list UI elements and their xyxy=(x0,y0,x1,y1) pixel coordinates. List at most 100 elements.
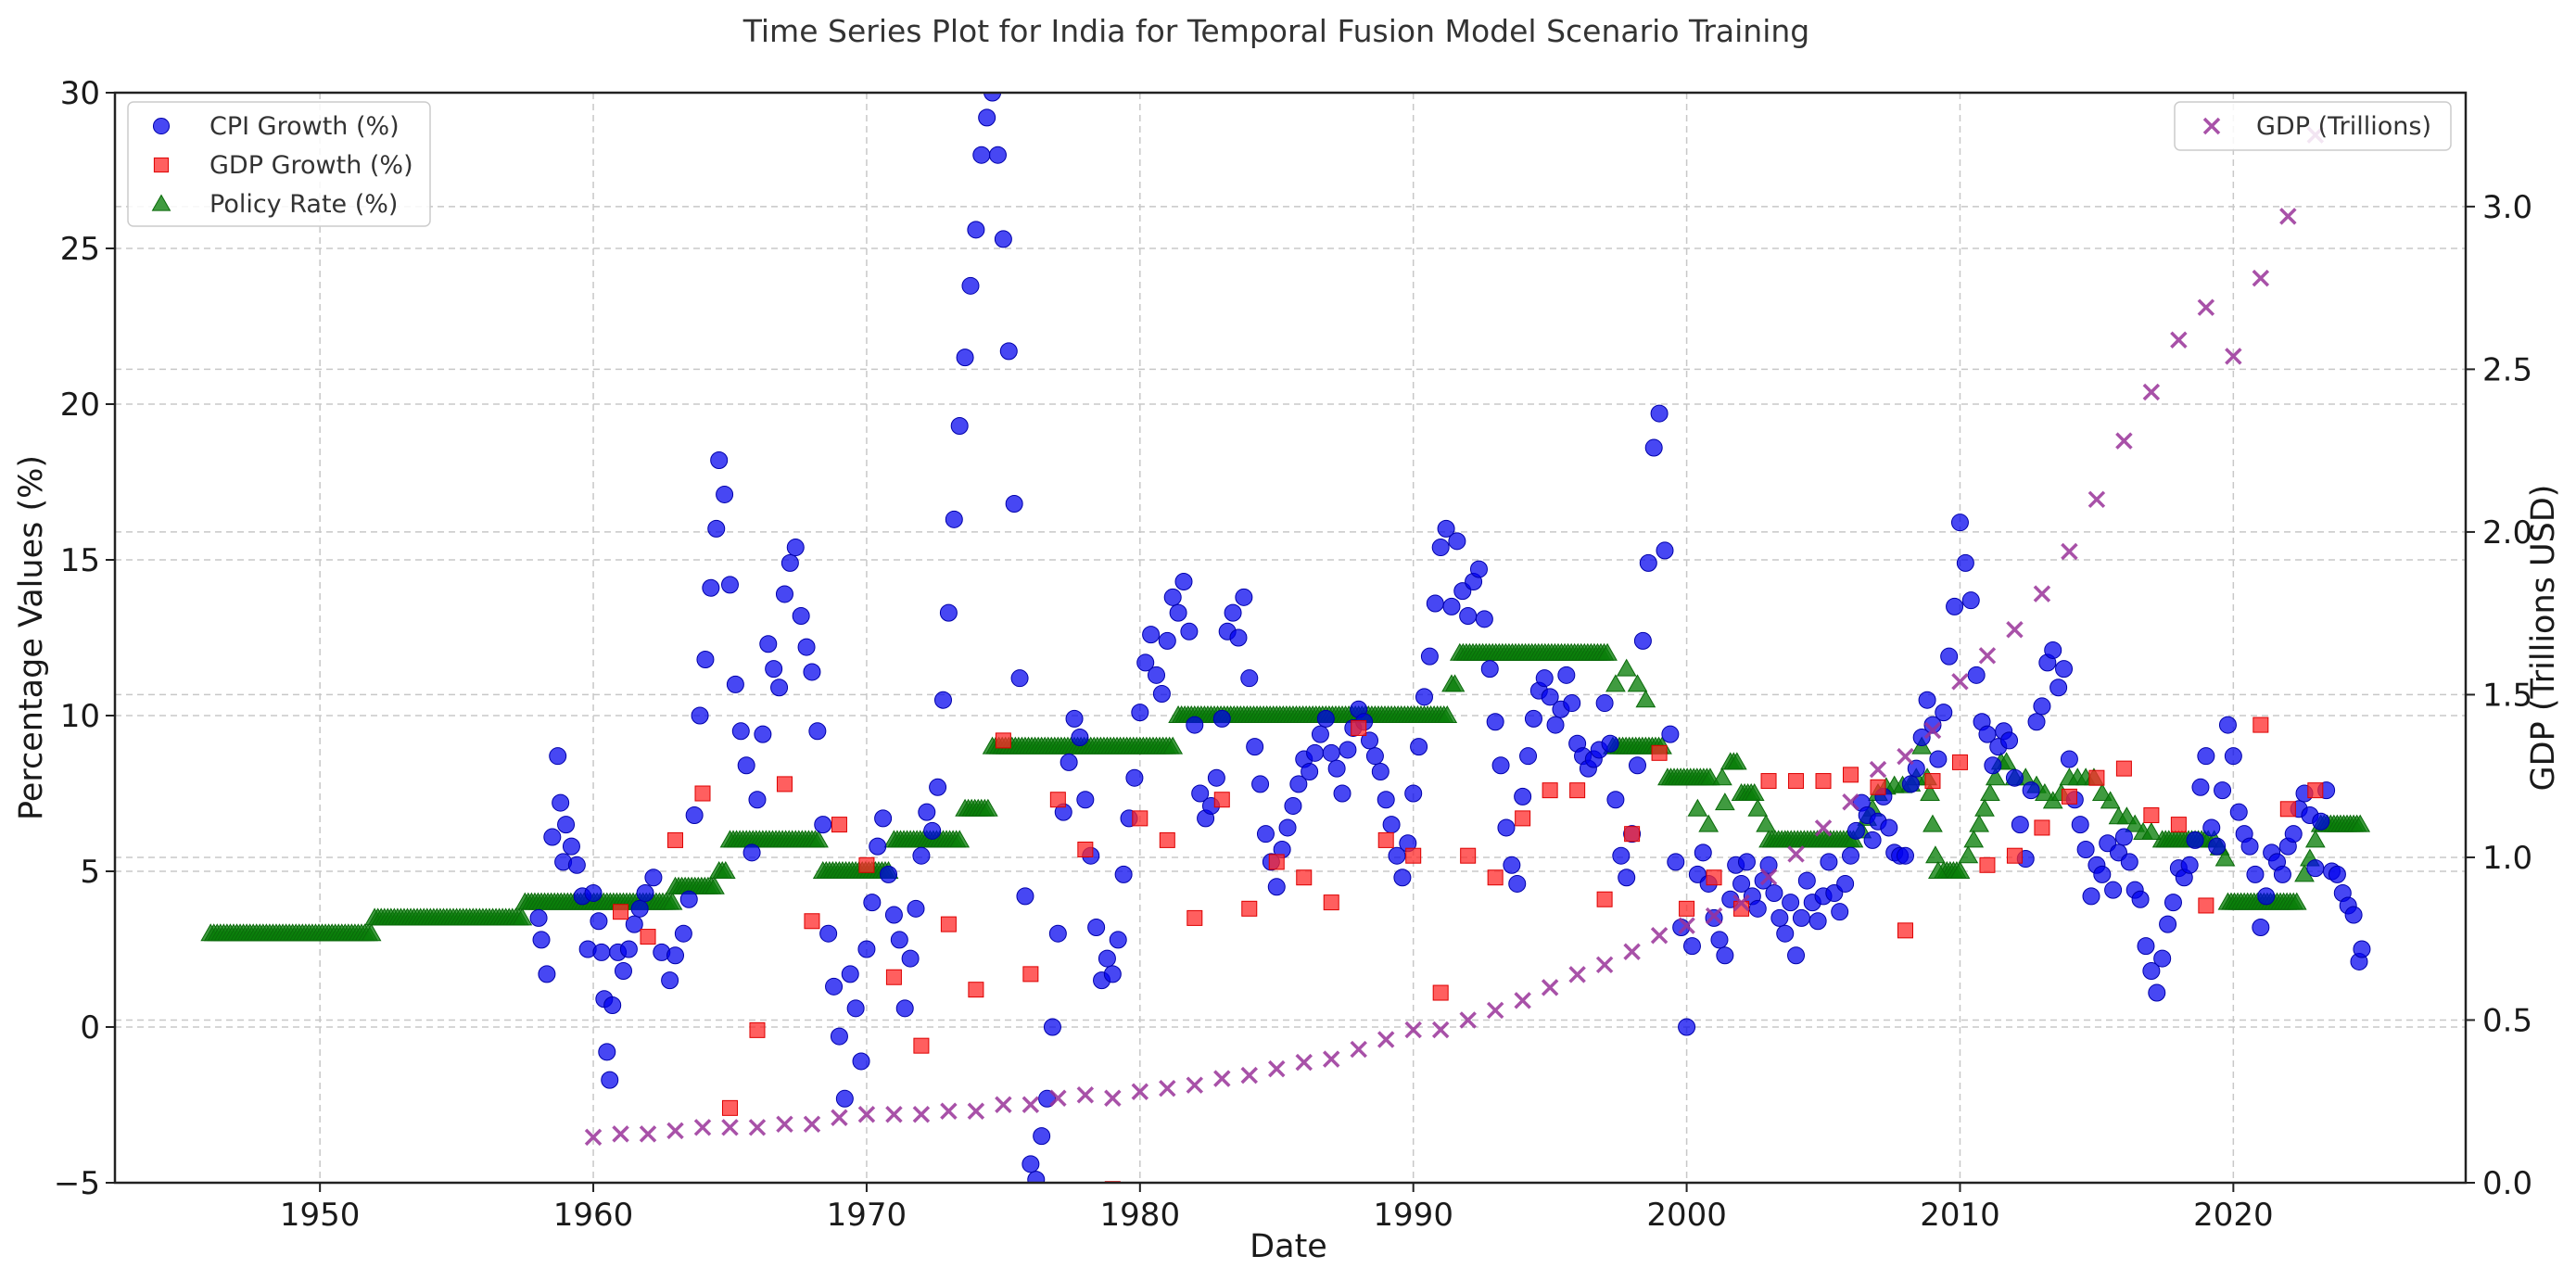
policy-rate-point xyxy=(2214,848,2236,867)
policy-rate-point xyxy=(1985,767,2006,786)
gdp-trillions-point xyxy=(2006,620,2024,639)
cpi-growth-point xyxy=(2142,962,2161,981)
legend-left: CPI Growth (%) GDP Growth (%) Policy Rate … xyxy=(127,101,431,227)
gdp-growth-point xyxy=(1268,854,1285,870)
cpi-growth-point xyxy=(1410,738,1428,756)
policy-rate-point xyxy=(1963,830,1985,848)
legend-policy-rate-marker xyxy=(151,194,171,211)
cpi-growth-point xyxy=(1618,869,1636,887)
gdp-trillions-point xyxy=(1022,1096,1040,1113)
cpi-growth-point xyxy=(2328,865,2346,883)
gdp-trillions-point xyxy=(1650,926,1669,945)
cpi-growth-point xyxy=(1918,691,1936,709)
cpi-growth-point xyxy=(1661,725,1680,743)
cpi-growth-point xyxy=(1656,541,1674,560)
x-tick-label: 1980 xyxy=(1100,1197,1181,1234)
cpi-growth-point xyxy=(830,1027,848,1046)
gdp-growth-point xyxy=(1405,847,1422,864)
policy-rate-point xyxy=(1635,690,1656,708)
gdp-trillions-point xyxy=(1568,966,1586,983)
gdp-trillions-point xyxy=(912,1106,931,1123)
gdp-growth-point xyxy=(968,982,984,998)
policy-rate-point xyxy=(1958,845,1979,864)
cpi-growth-point xyxy=(819,924,838,943)
gdp-growth-point xyxy=(2279,801,2296,818)
cpi-growth-point xyxy=(2060,750,2078,768)
cpi-growth-point xyxy=(2186,831,2204,849)
cpi-growth-point xyxy=(907,899,925,918)
cpi-growth-point xyxy=(702,578,720,597)
cpi-growth-point xyxy=(1420,647,1439,666)
policy-rate-point xyxy=(2350,814,2371,832)
y-tick-label: −5 xyxy=(54,1165,100,1202)
gdp-growth-point xyxy=(2088,769,2105,786)
gdp-growth-point xyxy=(721,1099,738,1116)
cpi-growth-point xyxy=(1087,918,1106,936)
cpi-growth-point xyxy=(1098,949,1116,968)
gdp-growth-point xyxy=(1542,782,1558,799)
cpi-growth-point xyxy=(1142,626,1161,644)
cpi-growth-point xyxy=(2076,840,2095,858)
legend-gdp-growth-marker xyxy=(153,157,170,173)
cpi-growth-point xyxy=(1491,756,1510,775)
legend-policy-rate-label: Policy Rate (%) xyxy=(209,190,398,219)
cpi-growth-point xyxy=(1732,874,1751,893)
legend-gdp-marker xyxy=(2202,117,2221,135)
gdp-growth-point xyxy=(1679,900,1695,917)
gdp-trillions-point xyxy=(1076,1085,1095,1104)
cpi-growth-point xyxy=(1010,669,1029,688)
cpi-growth-point xyxy=(1016,887,1034,906)
cpi-growth-point xyxy=(731,722,750,741)
cpi-growth-point xyxy=(2214,781,2232,800)
policy-rate-point xyxy=(1980,782,2000,801)
gdp-trillions-point xyxy=(1705,907,1723,925)
cpi-growth-point xyxy=(529,908,548,927)
cpi-growth-point xyxy=(1606,791,1625,809)
cpi-growth-point xyxy=(869,837,887,856)
cpi-growth-point xyxy=(1846,821,1865,840)
cpi-growth-point xyxy=(1393,869,1412,887)
cpi-growth-point xyxy=(1316,709,1335,728)
cpi-growth-point xyxy=(538,965,556,983)
legend-gdp-label: GDP (Trillions) xyxy=(2256,112,2431,141)
cpi-growth-point xyxy=(601,1071,619,1089)
cpi-growth-point xyxy=(726,675,744,693)
gdp-growth-point xyxy=(749,1021,766,1038)
gdp-trillions-point xyxy=(1377,1031,1395,1048)
x-tick-label: 1990 xyxy=(1373,1197,1453,1234)
gdp-trillions-point xyxy=(639,1125,657,1143)
gdp-growth-point xyxy=(995,732,1011,749)
cpi-growth-point xyxy=(2005,768,2024,787)
y2-tick-label: 0.5 xyxy=(2482,1002,2532,1039)
gdp-trillions-point xyxy=(1049,1089,1067,1107)
policy-rate-point xyxy=(977,798,998,817)
cpi-growth-point xyxy=(841,965,859,983)
gdp-growth-point xyxy=(1815,773,1832,790)
cpi-growth-point xyxy=(1797,871,1816,890)
cpi-growth-point xyxy=(1612,846,1631,865)
cpi-growth-point xyxy=(1644,438,1663,457)
cpi-growth-point xyxy=(592,943,611,961)
cpi-growth-point xyxy=(1469,560,1488,578)
cpi-growth-point xyxy=(1071,729,1089,747)
cpi-growth-point xyxy=(1820,853,1838,871)
cpi-growth-point xyxy=(543,828,562,846)
cpi-growth-point xyxy=(1365,747,1384,766)
cpi-growth-point xyxy=(2120,853,2138,871)
gdp-trillions-point xyxy=(1897,747,1914,766)
gdp-growth-point xyxy=(1624,826,1641,843)
policy-rate-point xyxy=(2116,806,2138,825)
gdp-growth-point xyxy=(1186,909,1203,926)
cpi-growth-point xyxy=(2093,865,2112,883)
cpi-growth-point xyxy=(852,1052,870,1071)
cpi-growth-point xyxy=(1125,768,1144,787)
cpi-growth-point xyxy=(857,940,876,958)
cpi-growth-point xyxy=(792,606,810,625)
cpi-growth-point xyxy=(1633,631,1652,650)
y2-tick-label: 1.5 xyxy=(2482,677,2532,714)
cpi-growth-point xyxy=(1896,846,1914,865)
gdp-trillions-point xyxy=(584,1128,603,1147)
cpi-growth-point xyxy=(2224,747,2242,766)
gdp-trillions-point xyxy=(1104,1089,1122,1107)
cpi-growth-point xyxy=(557,816,576,834)
